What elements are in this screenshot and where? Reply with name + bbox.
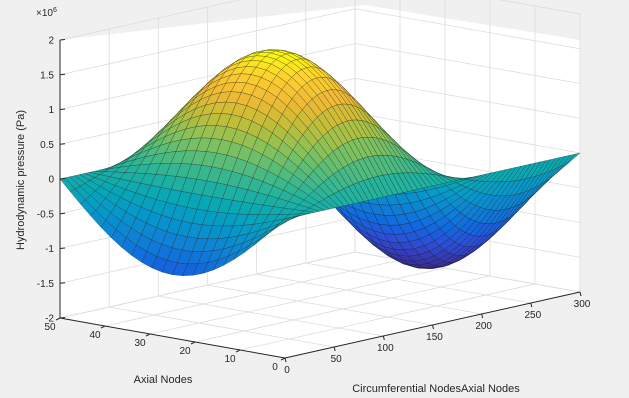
x-tick-label: 150 (426, 332, 443, 343)
z-tick-mark (59, 73, 66, 76)
y-tick-label: 10 (224, 354, 236, 365)
y-tick-mark (190, 341, 196, 345)
x-tick-mark (284, 357, 287, 363)
z-tick-label: -1.5 (37, 279, 55, 290)
z-tick-label: 2 (48, 36, 54, 47)
z-tick-mark (59, 143, 66, 145)
z-tick-mark (59, 108, 66, 110)
y-tick-label: 0 (272, 362, 278, 373)
x-tick-mark (481, 313, 484, 319)
y-tick-mark (145, 333, 151, 337)
grid-line-z (59, 43, 581, 110)
grid-line-z (59, 77, 581, 145)
x-tick-mark (579, 291, 582, 297)
pressure-surface (59, 49, 581, 276)
y-axis-label: Axial Nodes (134, 374, 193, 386)
y-tick-label: 40 (89, 330, 101, 341)
y-tick-mark (100, 325, 106, 329)
x-tick-label: 100 (377, 343, 394, 354)
x-axis-ticks: 0 50 100 150 200 250 300 (284, 291, 591, 376)
y-tick-mark (280, 357, 286, 361)
y-axis-line (59, 317, 286, 359)
x-tick-label: 300 (574, 299, 591, 310)
z-tick-mark (59, 282, 66, 284)
grid-line-z (59, 0, 581, 41)
z-tick-label: -1 (45, 244, 54, 255)
y-tick-label: 50 (44, 322, 56, 333)
y-tick-label: 20 (179, 346, 191, 357)
z-axis-ticks: -2 -1.5 -1 -0.5 0 0.5 1 1.5 2 (37, 36, 66, 325)
y-tick-mark (235, 349, 241, 353)
z-exponent-label: ×106 (36, 7, 57, 19)
grid-line-z (59, 251, 581, 319)
z-tick-mark (59, 178, 66, 180)
grid-line-z (59, 8, 581, 76)
x-tick-label: 200 (475, 321, 492, 332)
z-tick-mark (59, 39, 66, 41)
y-tick-mark (55, 317, 61, 321)
z-tick-label: -0.5 (37, 209, 55, 220)
x-tick-label: 50 (331, 354, 343, 365)
surface-patch (274, 217, 291, 229)
z-tick-label: 1.5 (40, 70, 54, 81)
floor-plane (60, 255, 580, 358)
x-tick-mark (333, 346, 336, 352)
x-axis-label: Circumferential NodesAxial Nodes (352, 383, 520, 395)
z-tick-mark (59, 212, 66, 215)
z-tick-label: 1 (48, 105, 54, 116)
z-tick-mark (59, 317, 66, 319)
x-tick-label: 250 (524, 310, 541, 321)
x-tick-mark (382, 335, 385, 341)
z-tick-label: 0.5 (40, 140, 54, 151)
z-tick-mark (59, 247, 66, 249)
y-tick-label: 30 (134, 338, 146, 349)
x-tick-mark (530, 302, 533, 308)
y-axis-ticks: 0 10 20 30 40 50 (44, 317, 286, 373)
x-tick-label: 0 (284, 365, 290, 376)
z-tick-label: 0 (48, 175, 54, 186)
z-tick-label: -2 (45, 314, 54, 325)
x-tick-mark (432, 324, 434, 330)
z-axis-label: Hydrodynamic pressure (Pa) (15, 110, 27, 250)
